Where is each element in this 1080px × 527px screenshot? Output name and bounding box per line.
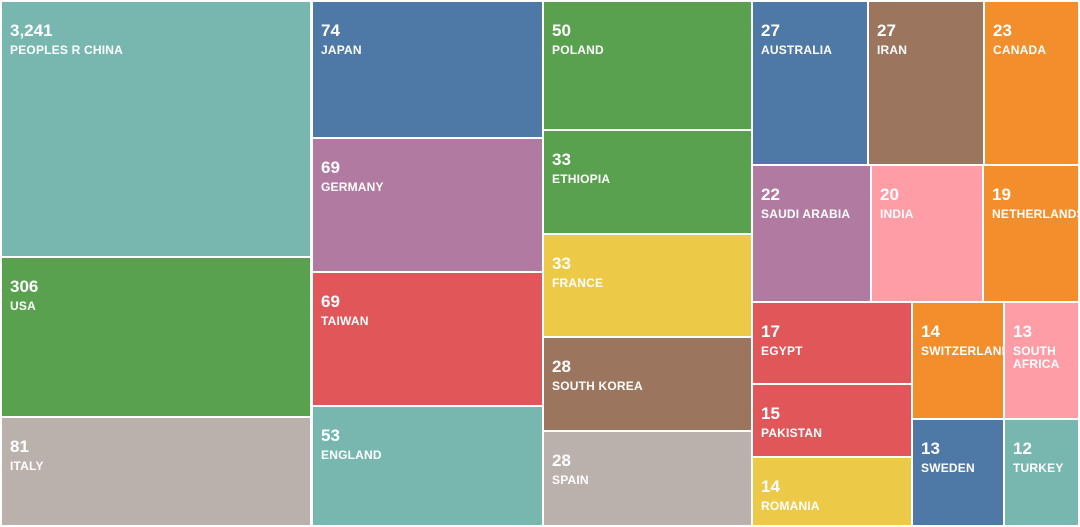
treemap-category-label: SPAIN <box>552 473 589 487</box>
treemap-cell-egypt: 17 EGYPT <box>751 301 913 385</box>
treemap-category-label: SOUTH AFRICA <box>1013 344 1060 371</box>
treemap-value-label: 15 <box>761 404 780 423</box>
treemap-category-label: USA <box>10 299 36 313</box>
treemap-value-label: 13 <box>1013 322 1032 341</box>
treemap-cell-sweden: 13 SWEDEN <box>911 418 1005 527</box>
treemap-cell-spain: 28 SPAIN <box>542 430 753 527</box>
treemap-cell-south-korea: 28 SOUTH KOREA <box>542 336 753 432</box>
treemap-category-label: SAUDI ARABIA <box>761 207 851 221</box>
treemap-category-label: ETHIOPIA <box>552 172 611 186</box>
treemap-value-label: 50 <box>552 21 571 40</box>
treemap-category-label: SWEDEN <box>921 461 975 475</box>
treemap-value-label: 22 <box>761 185 780 204</box>
treemap-cell-italy: 81 ITALY <box>0 416 312 527</box>
treemap-category-label: ITALY <box>10 459 44 473</box>
treemap-value-label: 53 <box>321 426 340 445</box>
treemap-category-label: TURKEY <box>1013 461 1064 475</box>
treemap-category-label: POLAND <box>552 43 604 57</box>
treemap-cell-canada: 23 CANADA <box>983 0 1080 166</box>
treemap-cell-usa: 306 USA <box>0 256 312 418</box>
treemap-cell-japan: 74 JAPAN <box>311 0 544 139</box>
treemap-category-label: TAIWAN <box>321 314 369 328</box>
treemap-category-label: ROMANIA <box>761 499 820 513</box>
treemap-category-label: GERMANY <box>321 180 384 194</box>
treemap-cell-germany: 69 GERMANY <box>311 137 544 273</box>
treemap-cell-india: 20 INDIA <box>870 164 984 303</box>
treemap-value-label: 69 <box>321 292 340 311</box>
treemap-category-label: IRAN <box>877 43 908 57</box>
treemap-cell-romania: 14 ROMANIA <box>751 456 913 527</box>
treemap-category-label: AUSTRALIA <box>761 43 833 57</box>
treemap-value-label: 33 <box>552 150 571 169</box>
treemap-value-label: 27 <box>877 21 896 40</box>
treemap-cell-peoples-r-china: 3,241 PEOPLES R CHINA <box>0 0 312 258</box>
treemap-cell-switzerland: 14 SWITZERLAND <box>911 301 1005 420</box>
treemap-cell-netherlands: 19 NETHERLANDS <box>982 164 1080 303</box>
treemap-cell-iran: 27 IRAN <box>867 0 985 166</box>
treemap-value-label: 74 <box>321 21 340 40</box>
treemap-category-label: CANADA <box>993 43 1047 57</box>
treemap-value-label: 12 <box>1013 439 1032 458</box>
treemap-cell-ethiopia: 33 ETHIOPIA <box>542 129 753 235</box>
treemap-category-label: EGYPT <box>761 344 803 358</box>
treemap-cell-france: 33 FRANCE <box>542 233 753 338</box>
treemap-category-label: PAKISTAN <box>761 426 823 440</box>
treemap-value-label: 20 <box>880 185 899 204</box>
treemap-category-label: PEOPLES R CHINA <box>10 43 124 57</box>
treemap-cell-australia: 27 AUSTRALIA <box>751 0 869 166</box>
treemap-value-label: 69 <box>321 158 340 177</box>
treemap-cell-pakistan: 15 PAKISTAN <box>751 383 913 458</box>
treemap-value-label: 19 <box>992 185 1011 204</box>
treemap-cell-taiwan: 69 TAIWAN <box>311 271 544 407</box>
treemap-category-label: FRANCE <box>552 276 604 290</box>
treemap-cell-south-africa: 13 SOUTH AFRICA <box>1003 301 1080 420</box>
treemap-value-label: 306 <box>10 277 39 296</box>
treemap-category-label: SOUTH KOREA <box>552 379 643 393</box>
treemap-value-label: 81 <box>10 437 29 456</box>
treemap-cell-turkey: 12 TURKEY <box>1003 418 1080 527</box>
treemap-cell-england: 53 ENGLAND <box>311 405 544 527</box>
treemap-category-label: SWITZERLAND <box>921 344 1005 358</box>
treemap-cell-poland: 50 POLAND <box>542 0 753 131</box>
treemap-value-label: 28 <box>552 451 571 470</box>
treemap-value-label: 3,241 <box>10 21 53 40</box>
treemap-value-label: 27 <box>761 21 780 40</box>
treemap-category-label: JAPAN <box>321 43 362 57</box>
treemap-category-label: INDIA <box>880 207 914 221</box>
treemap-value-label: 14 <box>921 322 940 341</box>
treemap-value-label: 23 <box>993 21 1012 40</box>
treemap-cell-saudi-arabia: 22 SAUDI ARABIA <box>751 164 872 303</box>
treemap-value-label: 28 <box>552 357 571 376</box>
treemap-category-label: ENGLAND <box>321 448 382 462</box>
treemap-value-label: 33 <box>552 254 571 273</box>
treemap-category-label: NETHERLANDS <box>992 207 1080 221</box>
treemap-value-label: 13 <box>921 439 940 458</box>
treemap-value-label: 14 <box>761 477 780 496</box>
treemap-value-label: 17 <box>761 322 780 341</box>
